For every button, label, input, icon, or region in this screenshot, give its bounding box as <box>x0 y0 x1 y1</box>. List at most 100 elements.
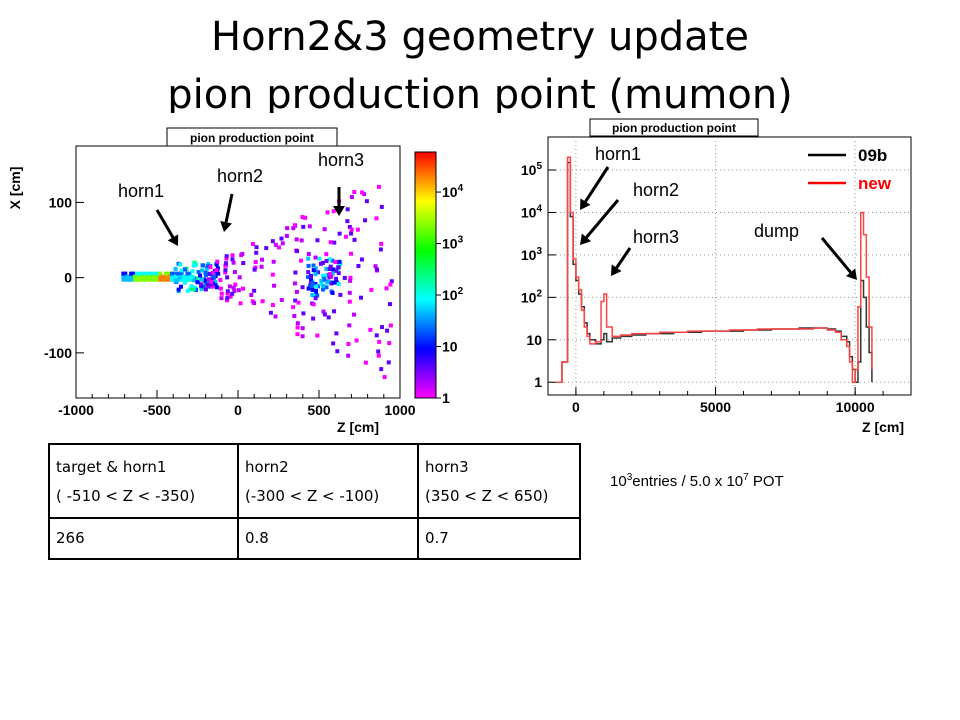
heatmap-cell <box>178 262 183 267</box>
heatmap-cell <box>199 268 204 273</box>
heatmap-cell <box>374 267 379 272</box>
y-axis-label: X [cm] <box>7 167 23 210</box>
heatmap-cell <box>209 282 214 287</box>
heatmap-cell <box>273 242 278 247</box>
heatmap-cell <box>224 256 229 261</box>
heatmap-cell <box>303 215 308 220</box>
heatmap-cell <box>334 276 339 281</box>
heatmap-cell <box>191 287 196 292</box>
y-tick-label: 102 <box>521 288 543 305</box>
heatmap-cell <box>215 259 220 264</box>
title-area: Horn2&3 geometry update pion production … <box>0 0 960 113</box>
chart-title-box <box>589 118 759 137</box>
legend-label: new <box>858 174 892 193</box>
heatmap-cell <box>313 296 318 301</box>
heatmap-cell <box>144 271 149 276</box>
heatmap-cell <box>225 291 230 296</box>
heatmap-cell <box>307 283 312 288</box>
heatmap-cell <box>352 312 357 317</box>
heatmap-cell <box>252 288 257 293</box>
heatmap-cell <box>313 282 318 287</box>
heatmap-cell <box>230 291 235 296</box>
heatmap-cell <box>211 273 216 278</box>
heatmap-cell <box>378 247 383 252</box>
heatmap-cell <box>254 245 259 250</box>
heatmap-cell <box>311 302 316 307</box>
heatmap-cell <box>336 265 341 270</box>
heatmap-cell <box>352 237 357 242</box>
heatmap-cell <box>334 268 339 273</box>
heatmap-cell <box>292 313 297 318</box>
title-line-2: pion production point (mumon) <box>167 72 793 113</box>
heatmap-cell <box>292 223 297 228</box>
heatmap-cell <box>291 305 296 310</box>
table-header-cell: horn3 (350 < Z < 650) <box>417 443 581 519</box>
heatmap-cell <box>311 268 316 273</box>
y-tick-label: 100 <box>49 194 73 210</box>
heatmap-cell <box>272 283 277 288</box>
heatmap-cell <box>175 278 180 283</box>
heatmap-cell <box>327 257 332 262</box>
heatmap-cell <box>347 224 352 229</box>
heatmap-cell <box>218 278 223 283</box>
heatmap-cell <box>306 275 311 280</box>
heatmap-cell <box>379 241 384 246</box>
heatmap-cell <box>309 274 314 279</box>
heatmap-cell <box>200 263 205 268</box>
heatmap-cell <box>356 263 361 268</box>
chart-title-box <box>166 127 338 147</box>
heatmap-cell <box>324 252 329 257</box>
heatmap-cell <box>294 237 299 242</box>
heatmap-cell <box>384 286 389 291</box>
z-tick-label: 103 <box>442 235 464 252</box>
z-tick-label: 10 <box>442 339 458 355</box>
heatmap-cell <box>324 266 329 271</box>
title-line-1: Horn2&3 geometry update <box>211 14 749 60</box>
heatmap-cell <box>389 279 394 284</box>
heatmap-cell <box>333 260 338 265</box>
heatmap-cell <box>330 258 335 263</box>
heatmap-cell <box>331 209 336 214</box>
heatmap-cell <box>345 219 350 224</box>
heatmap-cell <box>214 268 219 273</box>
annotation-label: horn2 <box>633 180 679 200</box>
heatmap-cells <box>121 184 394 380</box>
heatmap-cell <box>191 263 196 268</box>
heatmap-cell <box>232 270 237 275</box>
heatmap-cell <box>177 275 182 280</box>
heatmap-cell <box>336 282 341 287</box>
heatmap-cell <box>271 259 276 264</box>
annotation-arrow <box>580 199 620 245</box>
heatmap-cell <box>301 311 306 316</box>
entries-note: 103entries / 5.0 x 107 POT <box>610 472 784 490</box>
heatmap-cell <box>192 260 197 265</box>
annotation-label: horn3 <box>318 150 364 170</box>
heatmap-cell <box>225 275 230 280</box>
heatmap-cell <box>179 271 184 276</box>
legend-label: 09b <box>858 146 887 165</box>
heatmap-cell <box>364 199 369 204</box>
heatmap-cell <box>191 278 196 283</box>
header-name: horn2 <box>245 458 289 476</box>
heatmap-cell <box>337 259 342 264</box>
heatmap-cell <box>388 323 393 328</box>
heatmap-cell <box>270 272 275 277</box>
x-axis-label: Z [cm] <box>337 419 379 435</box>
y-tick-label: 105 <box>521 161 543 178</box>
heatmap-cell <box>219 291 224 296</box>
heatmap-cell <box>295 332 300 337</box>
heatmap-cell <box>240 286 245 291</box>
heatmap-cell <box>300 326 305 331</box>
heatmap-cell <box>300 215 305 220</box>
heatmap-cell <box>325 280 330 285</box>
chart-title: pion production point <box>190 131 314 145</box>
heatmap-cell <box>238 301 243 306</box>
heatmap-cell <box>209 280 214 285</box>
heatmap-cell <box>314 284 319 289</box>
note-text-1: entries / 5.0 x 10 <box>632 473 744 490</box>
heatmap-cell <box>209 277 214 282</box>
header-range: (350 < Z < 650) <box>425 487 549 505</box>
heatmap-cell <box>203 287 208 292</box>
heatmap-cell <box>293 281 298 286</box>
